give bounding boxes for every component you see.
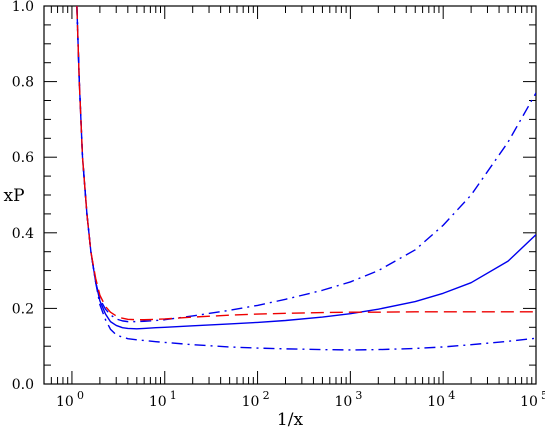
x-tick-label: 10 xyxy=(56,394,74,410)
series-layer xyxy=(76,6,536,351)
y-tick-label: 1.0 xyxy=(12,0,34,15)
x-tick-exponent: 4 xyxy=(448,389,455,402)
y-tick-label: 0.6 xyxy=(12,150,34,166)
y-axis-label: xP xyxy=(3,186,24,206)
x-tick-label: 10 xyxy=(520,394,538,410)
x-tick-label: 10 xyxy=(149,394,167,410)
y-tick-label: 0.2 xyxy=(12,301,34,317)
x-tick-exponent: 1 xyxy=(170,389,177,402)
x-tick-exponent: 5 xyxy=(541,389,545,402)
y-tick-label: 0.4 xyxy=(12,226,34,242)
x-tick-exponent: 2 xyxy=(263,389,270,402)
series-line-3-dashdot xyxy=(76,6,536,323)
x-tick-exponent: 0 xyxy=(77,389,84,402)
x-tick-label: 10 xyxy=(242,394,260,410)
ticks xyxy=(44,5,537,385)
series-line-4-dashed xyxy=(76,6,536,321)
x-axis-label: 1/x xyxy=(277,410,304,430)
plot-area xyxy=(43,5,537,385)
y-tick-label: 0.8 xyxy=(12,75,34,91)
x-tick-label: 10 xyxy=(334,394,352,410)
y-tick-label: 0.0 xyxy=(12,377,34,393)
x-tick-label: 10 xyxy=(427,394,445,410)
x-tick-exponent: 3 xyxy=(355,389,362,402)
tick-labels: 10 0 10 1 10 2 10 3 10 4 10 50.00.20.40.60.81.0 xyxy=(12,0,545,410)
